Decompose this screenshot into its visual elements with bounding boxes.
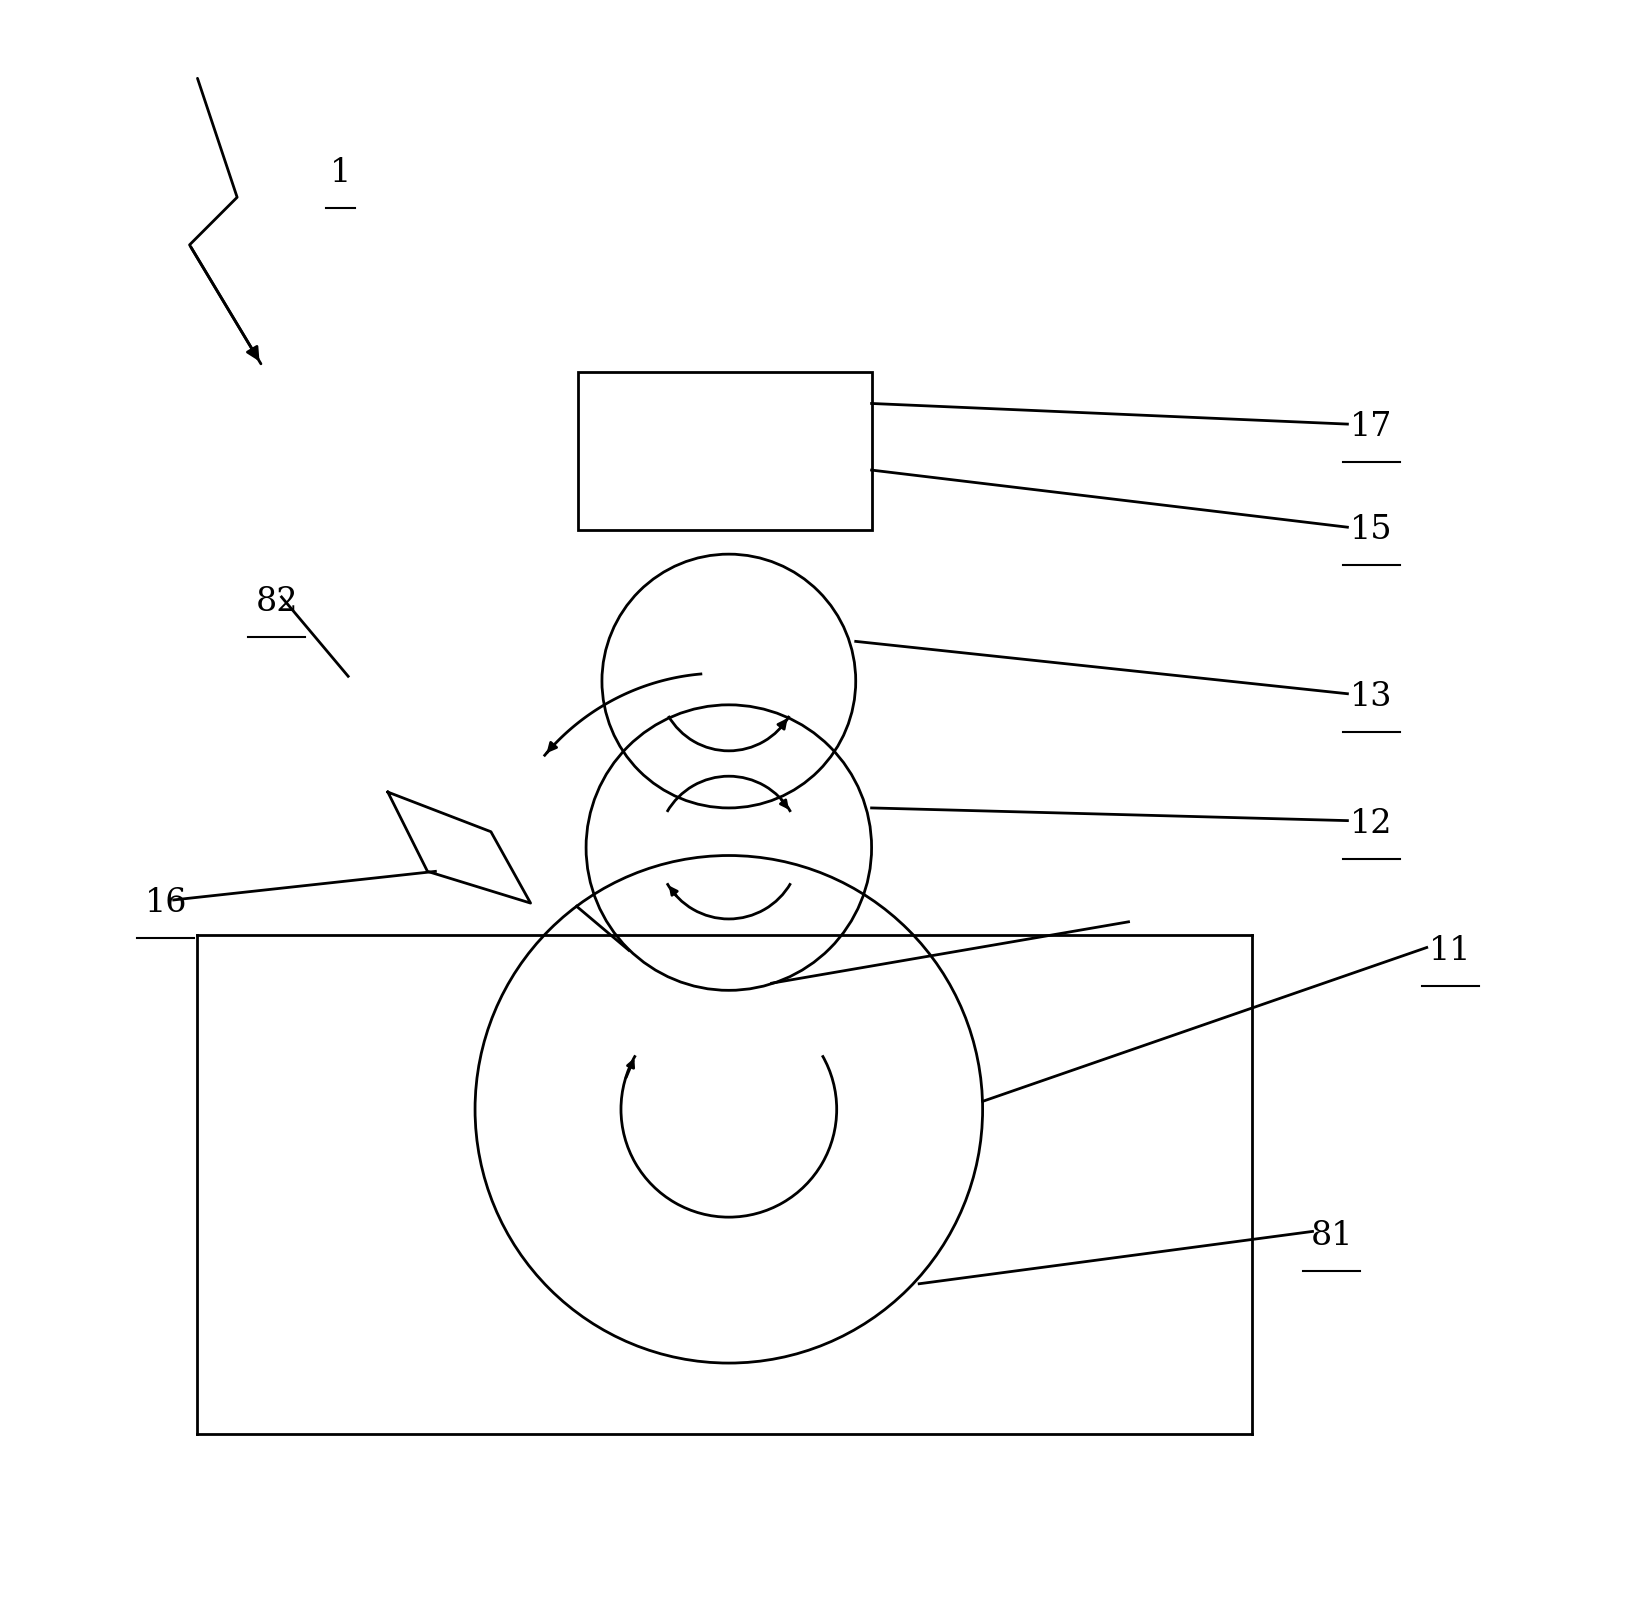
- Bar: [578, 371, 872, 530]
- Text: 1: 1: [330, 157, 351, 189]
- Text: 82: 82: [255, 586, 298, 618]
- Text: 15: 15: [1350, 514, 1393, 546]
- Text: 12: 12: [1350, 808, 1393, 840]
- Text: 17: 17: [1350, 411, 1393, 443]
- Text: 16: 16: [145, 886, 186, 918]
- Text: 11: 11: [1429, 934, 1472, 966]
- Text: 81: 81: [1310, 1221, 1353, 1253]
- Text: 13: 13: [1350, 682, 1393, 714]
